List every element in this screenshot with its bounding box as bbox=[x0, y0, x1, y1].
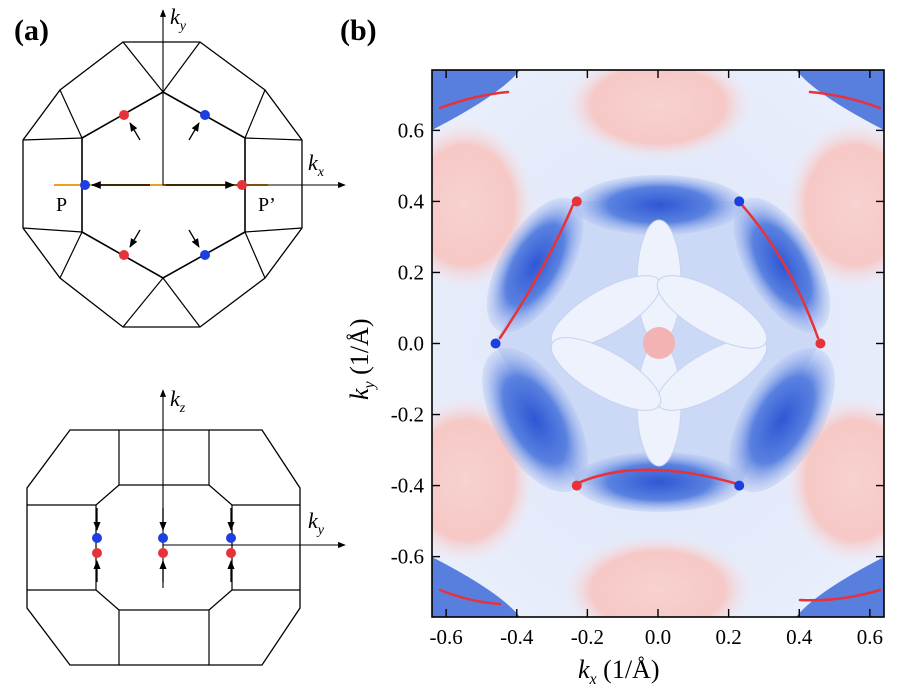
x-tick-label: 0.2 bbox=[716, 625, 742, 649]
side-arrows bbox=[93, 508, 235, 582]
weyl-point-layer bbox=[490, 196, 826, 491]
side-inner-lines bbox=[27, 430, 300, 665]
blue-pocket-top bbox=[574, 175, 744, 235]
weyl-point-red bbox=[571, 480, 582, 491]
y-tick-label: 0.0 bbox=[398, 332, 424, 356]
kx-axis-label: kx bbox=[308, 150, 325, 180]
fermi-arcs bbox=[438, 90, 882, 606]
ky-axis-label: ky bbox=[170, 4, 187, 34]
x-tick-label: 0.4 bbox=[786, 625, 813, 649]
weyl-point-red bbox=[92, 548, 102, 558]
blue-pocket-lower-left bbox=[482, 347, 588, 493]
weyl-point-red bbox=[226, 548, 236, 558]
kz-axis-label: kz bbox=[170, 386, 186, 416]
point-p-prime-label: P’ bbox=[258, 194, 276, 216]
weyl-point-blue bbox=[80, 180, 90, 190]
weyl-point-red bbox=[815, 338, 826, 349]
x-tick-label: -0.6 bbox=[430, 625, 463, 649]
weyl-point-blue bbox=[200, 110, 210, 120]
panel-a-label: (a) bbox=[14, 14, 49, 47]
central-pink-spot bbox=[643, 327, 675, 359]
x-tick-label: -0.4 bbox=[500, 625, 534, 649]
y-tick-label: -0.4 bbox=[391, 474, 425, 498]
point-p-label: P bbox=[56, 194, 67, 216]
weyl-point-red bbox=[158, 548, 168, 558]
weyl-point-blue bbox=[734, 480, 745, 491]
blue-corner-tl bbox=[432, 70, 520, 130]
y-axis-label: ky (1/Å) bbox=[345, 319, 378, 400]
weyl-point-blue bbox=[92, 533, 102, 543]
weyl-point-blue bbox=[226, 533, 236, 543]
x-tick-label: -0.2 bbox=[571, 625, 604, 649]
blue-pocket-upper-right bbox=[733, 197, 831, 333]
x-tick-label: 0.6 bbox=[857, 625, 883, 649]
y-tick-label: 0.4 bbox=[398, 189, 425, 213]
y-tick-label: -0.2 bbox=[391, 403, 424, 427]
blue-corner-tr bbox=[796, 70, 884, 130]
weyl-point-red bbox=[119, 110, 129, 120]
side-outer-outline bbox=[26, 429, 301, 666]
weyl-point-red bbox=[237, 180, 247, 190]
blue-corner-br bbox=[796, 557, 884, 617]
y-tick-label: 0.6 bbox=[398, 118, 424, 142]
bz-edges bbox=[22, 41, 303, 328]
pink-pocket-bottom bbox=[563, 535, 753, 617]
ky-axis-side-label: ky bbox=[308, 508, 325, 538]
blue-pocket-bottom bbox=[574, 452, 744, 512]
blue-corner-bl bbox=[432, 557, 520, 617]
weyl-point-blue bbox=[158, 533, 168, 543]
blue-pocket-upper-left bbox=[486, 197, 584, 333]
weyl-point-red bbox=[571, 196, 582, 207]
weyl-point-blue bbox=[490, 338, 501, 349]
panel-b-label: (b) bbox=[340, 14, 377, 47]
blue-pocket-lower-right bbox=[729, 347, 835, 493]
weyl-point-red bbox=[119, 250, 129, 260]
weyl-point-blue bbox=[734, 196, 745, 207]
x-tick-label: 0.0 bbox=[645, 625, 671, 649]
weyl-point-blue bbox=[200, 250, 210, 260]
central-flower bbox=[550, 219, 768, 467]
tick-layer: -0.6 -0.4 -0.2 0.0 0.2 0.4 0.6 0.6 0.4 0.2 0.0 -0.2… bbox=[391, 70, 884, 649]
projection-arrows bbox=[129, 122, 200, 248]
x-axis-label: kx (1/Å) bbox=[578, 655, 659, 688]
pink-pocket-top bbox=[563, 70, 753, 160]
y-tick-label: 0.2 bbox=[398, 260, 424, 284]
y-tick-label: -0.6 bbox=[391, 545, 424, 569]
